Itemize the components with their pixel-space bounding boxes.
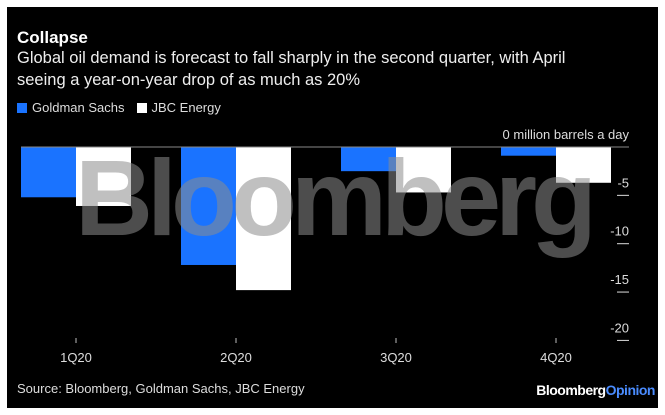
bar-3Q20-jbc-energy [396,147,451,193]
bar-2Q20-goldman-sachs [181,147,236,265]
legend-swatch-blue [17,103,27,113]
chart-subtitle: Global oil demand is forecast to fall sh… [17,47,565,91]
chart-title: Collapse [17,28,88,47]
y-tick-label: 0 million barrels a day [503,127,630,142]
x-tick-label: 4Q20 [540,350,572,365]
chart-panel [7,7,658,408]
x-tick-label: 3Q20 [380,350,412,365]
subtitle-line-2: seeing a year-on-year drop of as much as… [17,71,361,89]
bar-1Q20-goldman-sachs [21,147,76,198]
x-tick-label: 1Q20 [60,350,92,365]
y-tick-label: -20 [610,320,629,335]
legend-swatch-white [136,103,147,113]
x-tick-label: 2Q20 [220,350,252,365]
bar-4Q20-jbc-energy [556,147,611,183]
legend-item-jbc: JBC Energy [136,100,221,115]
legend-item-goldman: Goldman Sachs [17,100,125,115]
bar-4Q20-goldman-sachs [501,147,556,156]
bloomberg-opinion-logo: BloombergOpinion [536,382,655,398]
y-tick-label: -5 [617,175,629,190]
y-tick-label: -15 [610,272,629,287]
y-tick-label: -10 [610,224,629,239]
subtitle-line-1: Global oil demand is forecast to fall sh… [17,49,566,67]
source-note: Source: Bloomberg, Goldman Sachs, JBC En… [17,381,305,396]
legend: Goldman Sachs JBC Energy [17,100,221,115]
bar-3Q20-goldman-sachs [341,147,396,172]
bar-2Q20-jbc-energy [236,147,291,291]
bar-1Q20-jbc-energy [76,147,131,206]
